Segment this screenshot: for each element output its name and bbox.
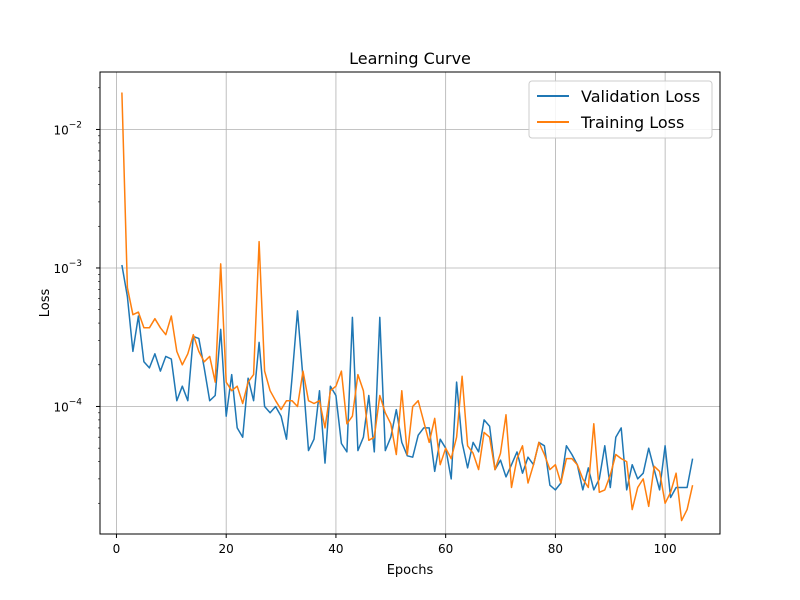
x-axis-title: Epochs [387,563,434,578]
y-tick-exponent: −4 [69,397,83,407]
y-tick-label: 10−2 [53,120,82,137]
x-axis: 0 20 40 60 80 100 [113,534,677,556]
y-tick-label: 10−3 [53,259,82,276]
x-tick-label: 80 [548,542,563,556]
y-axis-title: Loss [38,289,53,318]
x-tick-label: 100 [654,542,677,556]
legend-label: Training Loss [580,113,684,132]
y-tick-exponent: −3 [69,259,82,269]
legend-box [528,80,713,139]
legend-label: Validation Loss [581,87,700,106]
plot-frame [99,71,721,535]
y-tick-label: 10−4 [53,397,82,414]
legend: Validation Loss Training Loss [528,80,713,139]
x-tick-label: 20 [219,542,234,556]
chart-title: Learning Curve [349,49,471,68]
y-tick-exponent: −2 [69,120,82,130]
x-tick-label: 0 [113,542,121,556]
series-line [121,92,694,522]
x-tick-label: 60 [438,542,453,556]
series-lines [121,92,694,522]
x-tick-label: 40 [328,542,343,556]
series-line [121,264,694,499]
y-axis: 10−4 10−3 10−2 [53,87,100,504]
